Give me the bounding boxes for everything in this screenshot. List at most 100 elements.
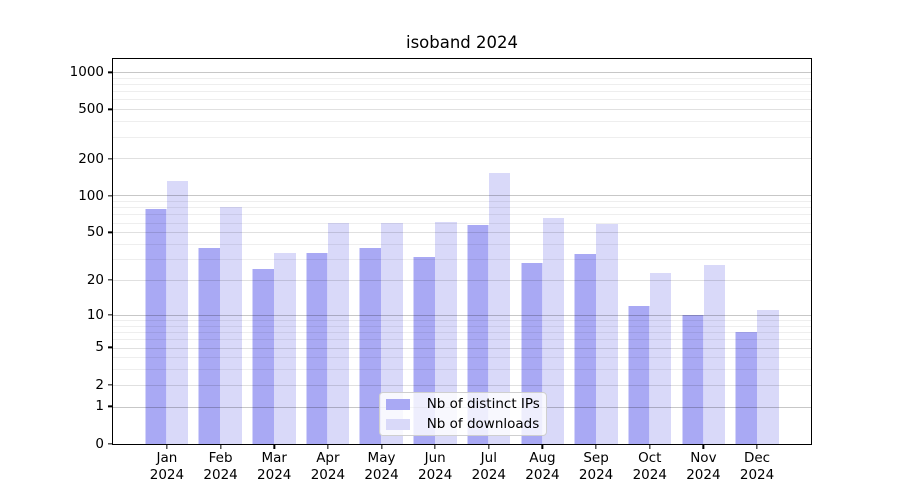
- gridline-4: [113, 357, 811, 359]
- y-tick-label-2: 2: [95, 376, 104, 393]
- bar-nb-of-distinct-ips-dec-2024: [735, 332, 758, 444]
- y-tick-label-1: 1: [95, 398, 104, 415]
- bar-nb-of-downloads-mar-2024: [274, 252, 296, 444]
- gridline-10: [113, 314, 811, 316]
- x-tick-label-line: 2024: [149, 466, 185, 483]
- x-tick-label-jan-2024: Jan 2024: [150, 450, 184, 483]
- x-tick-label-jun-2024: Jun 2024: [418, 450, 452, 483]
- x-tick-label-line: May: [367, 450, 396, 466]
- x-tick-label-line: Feb: [208, 450, 233, 466]
- x-tick-label-line: 2024: [257, 466, 292, 483]
- bar-nb-of-distinct-ips-jan-2024: [145, 209, 167, 444]
- legend-item-downloads: Nb of downloads: [385, 416, 546, 432]
- y-tick-label-200: 200: [78, 150, 104, 167]
- x-tick-label-line: Sep: [583, 450, 609, 466]
- x-tick-oct-2024: [649, 445, 651, 450]
- bar-nb-of-downloads-jan-2024: [166, 181, 189, 444]
- y-tick-label-10: 10: [86, 306, 104, 323]
- bar-nb-of-downloads-aug-2024: [542, 218, 565, 444]
- x-tick-label-dec-2024: Dec 2024: [740, 450, 774, 483]
- gridline-9: [113, 320, 811, 321]
- gridline-80: [113, 207, 811, 209]
- legend-item-distinct-ips: Nb of distinct IPs: [385, 396, 546, 412]
- gridline-20: [113, 280, 811, 282]
- x-tick-label-line: Oct: [638, 450, 662, 466]
- x-tick-label-aug-2024: Aug 2024: [525, 450, 559, 483]
- x-tick-label-line: Jul: [480, 450, 497, 466]
- x-tick-jun-2024: [434, 445, 436, 450]
- y-tick-label-20: 20: [86, 272, 104, 288]
- x-tick-label-line: 2024: [632, 466, 667, 483]
- x-tick-label-line: Mar: [261, 450, 287, 466]
- y-tick-100: [107, 194, 112, 197]
- gridline-500: [113, 109, 811, 111]
- x-tick-label-line: 2024: [471, 466, 506, 483]
- y-tick-1: [107, 405, 112, 408]
- bar-nb-of-distinct-ips-oct-2024: [628, 305, 650, 444]
- bar-nb-of-downloads-oct-2024: [649, 272, 672, 444]
- gridline-400: [113, 121, 811, 123]
- x-tick-feb-2024: [219, 445, 222, 450]
- bar-nb-of-downloads-may-2024: [381, 222, 403, 444]
- gridline-300: [113, 136, 811, 138]
- gridline-600: [113, 99, 811, 101]
- x-tick-label-feb-2024: Feb 2024: [203, 450, 237, 483]
- x-tick-label-line: Dec: [743, 450, 771, 466]
- gridline-40: [113, 244, 811, 246]
- x-tick-label-jul-2024: Jul 2024: [472, 450, 506, 483]
- bar-nb-of-distinct-ips-feb-2024: [198, 248, 221, 444]
- gridline-800: [113, 83, 811, 85]
- plot-area: Nb of distinct IPs Nb of downloads: [112, 58, 812, 445]
- gridline-5: [113, 347, 811, 349]
- x-tick-jul-2024: [488, 445, 490, 450]
- chart-title: isoband 2024: [405, 33, 519, 52]
- x-tick-label-apr-2024: Apr 2024: [311, 450, 345, 483]
- y-axis-ticks: [107, 59, 112, 445]
- x-tick-label-may-2024: May 2024: [364, 450, 398, 483]
- bar-nb-of-distinct-ips-apr-2024: [306, 252, 328, 444]
- legend-swatch-downloads: [385, 418, 410, 430]
- x-tick-label-line: Apr: [316, 450, 340, 466]
- bar-nb-of-distinct-ips-nov-2024: [682, 314, 704, 444]
- gridline-60: [113, 222, 811, 224]
- y-tick-label-5: 5: [95, 339, 104, 356]
- y-tick-500: [107, 108, 112, 111]
- gridline-2: [113, 384, 811, 386]
- bar-nb-of-downloads-jul-2024: [488, 173, 511, 444]
- x-tick-label-line: 2024: [310, 466, 346, 483]
- gridline-100: [113, 195, 811, 197]
- y-tick-1000: [107, 71, 112, 73]
- gridline-8: [113, 325, 811, 327]
- legend: Nb of distinct IPs Nb of downloads: [378, 392, 547, 436]
- x-tick-aug-2024: [541, 445, 544, 450]
- y-tick-0: [107, 443, 112, 445]
- x-tick-nov-2024: [702, 445, 705, 450]
- x-tick-label-line: 2024: [203, 466, 238, 483]
- gridline-6: [113, 339, 811, 341]
- x-tick-label-line: Jun: [424, 450, 446, 466]
- x-tick-dec-2024: [756, 445, 758, 450]
- x-tick-apr-2024: [327, 445, 329, 450]
- bar-nb-of-distinct-ips-sep-2024: [574, 254, 597, 444]
- gridline-7: [113, 332, 811, 334]
- x-tick-label-line: Nov: [690, 450, 717, 466]
- x-tick-label-mar-2024: Mar 2024: [257, 450, 291, 483]
- gridline-3: [113, 369, 811, 371]
- x-axis-tick-labels: Jan 2024 Feb 2024 Mar 2024 Apr 2024 May 2024 Jun 20…: [113, 450, 810, 490]
- gridline-70: [113, 214, 811, 216]
- y-axis-tick-labels: 0 1 2 5 10 20 50 100 200 500 1000: [0, 59, 104, 451]
- x-tick-label-nov-2024: Nov 2024: [686, 450, 720, 483]
- x-tick-label-oct-2024: Oct 2024: [633, 450, 667, 483]
- bar-nb-of-distinct-ips-mar-2024: [252, 268, 275, 444]
- y-tick-2: [107, 383, 112, 386]
- bar-nb-of-distinct-ips-jul-2024: [467, 225, 489, 444]
- x-tick-label-line: 2024: [364, 466, 399, 483]
- x-tick-label-line: 2024: [739, 466, 775, 483]
- x-tick-mar-2024: [273, 445, 275, 450]
- gridline-200: [113, 158, 811, 160]
- y-tick-label-0: 0: [95, 435, 104, 452]
- bar-nb-of-downloads-sep-2024: [596, 224, 618, 444]
- y-tick-10: [107, 314, 112, 316]
- y-tick-label-50: 50: [86, 224, 104, 241]
